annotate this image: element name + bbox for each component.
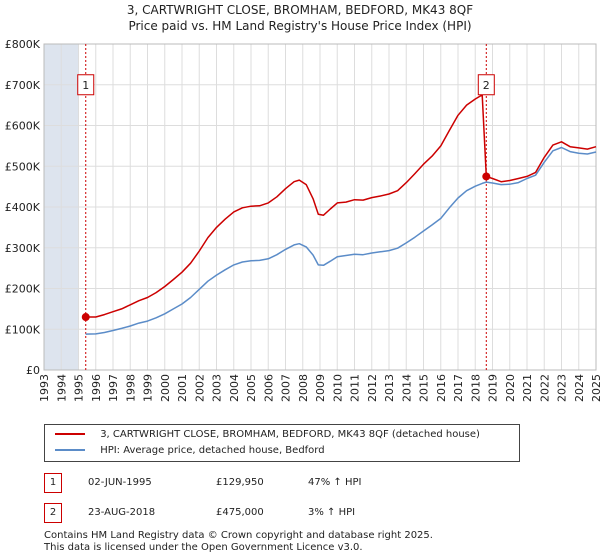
- chart-title-line1: 3, CARTWRIGHT CLOSE, BROMHAM, BEDFORD, M…: [126, 3, 474, 17]
- x-tick-label: 2013: [383, 374, 396, 402]
- chart-title-line2: Price paid vs. HM Land Registry's House …: [128, 19, 472, 33]
- sale-date: 23-AUG-2018: [88, 507, 156, 518]
- x-tick-label: 1994: [55, 374, 68, 402]
- y-tick-label: £100K: [5, 323, 41, 336]
- x-tick-label: 2019: [487, 374, 500, 402]
- x-tick-label: 2022: [538, 374, 551, 402]
- sale-marker-box: [477, 74, 495, 96]
- x-tick-label: 2011: [349, 374, 362, 402]
- hpi-series-line: [85, 146, 597, 335]
- sale-point: [81, 313, 90, 322]
- sale-date: 02-JUN-1995: [88, 477, 152, 488]
- y-tick-label: £500K: [5, 160, 41, 173]
- x-tick-label: 2008: [297, 374, 310, 402]
- x-tick-label: 2024: [573, 374, 586, 402]
- x-tick-label: 2020: [504, 374, 517, 402]
- x-tick-label: 2004: [228, 374, 241, 402]
- x-tick-label: 2016: [435, 374, 448, 402]
- property-line-swatch: [55, 433, 85, 435]
- y-tick-label: £0: [26, 364, 40, 377]
- footer-copyright: Contains HM Land Registry data © Crown c…: [44, 530, 433, 541]
- sale-marker-box: [77, 74, 95, 96]
- x-tick-label: 2021: [521, 374, 534, 402]
- x-tick-label: 2000: [159, 374, 172, 402]
- sale-hpi-change: 47% ↑ HPI: [308, 477, 362, 488]
- y-tick-label: £700K: [5, 79, 41, 92]
- sale-marker-badge: 1: [44, 473, 62, 493]
- legend-item-property: 3, CARTWRIGHT CLOSE, BROMHAM, BEDFORD, M…: [55, 427, 480, 443]
- sale-marker-label: 1: [82, 79, 89, 92]
- sale-price: £129,950: [216, 477, 264, 488]
- x-tick-label: 1996: [90, 374, 103, 402]
- y-tick-label: £800K: [5, 38, 41, 51]
- hpi-line-swatch: [55, 449, 85, 451]
- legend-hpi-label: HPI: Average price, detached house, Bedf…: [100, 445, 325, 456]
- property-series-line: [85, 94, 597, 318]
- x-tick-label: 2025: [590, 374, 600, 402]
- footer: Contains HM Land Registry data © Crown c…: [44, 530, 584, 554]
- sale-point: [482, 172, 491, 181]
- x-tick-label: 2018: [469, 374, 482, 402]
- x-tick-label: 1995: [73, 374, 86, 402]
- sale-hpi-change: 3% ↑ HPI: [308, 507, 356, 518]
- y-tick-label: £200K: [5, 283, 41, 296]
- x-tick-label: 2007: [280, 374, 293, 402]
- x-tick-label: 2014: [400, 374, 413, 402]
- x-tick-label: 2005: [245, 374, 258, 402]
- legend-property-label: 3, CARTWRIGHT CLOSE, BROMHAM, BEDFORD, M…: [100, 429, 480, 440]
- y-tick-label: £300K: [5, 242, 41, 255]
- x-tick-label: 2001: [176, 374, 189, 402]
- price-chart: £0 £100K £200K £300K £400K £500K £600K £700K £80…: [5, 38, 600, 402]
- footer-licence: This data is licensed under the Open Gov…: [44, 542, 363, 553]
- x-tick-label: 2009: [314, 374, 327, 402]
- x-tick-label: 1993: [38, 374, 51, 402]
- legend: 3, CARTWRIGHT CLOSE, BROMHAM, BEDFORD, M…: [44, 424, 520, 462]
- x-tick-label: 2015: [418, 374, 431, 402]
- x-tick-label: 1998: [124, 374, 137, 402]
- x-tick-label: 2023: [556, 374, 569, 402]
- y-tick-label: £600K: [5, 120, 41, 133]
- x-tick-label: 2012: [366, 374, 379, 402]
- sale-marker-badge: 2: [44, 503, 62, 523]
- x-tick-label: 2003: [211, 374, 224, 402]
- legend-item-hpi: HPI: Average price, detached house, Bedf…: [55, 443, 325, 459]
- x-tick-label: 1999: [142, 374, 155, 402]
- x-tick-label: 2017: [452, 374, 465, 402]
- sale-price: £475,000: [216, 507, 264, 518]
- x-tick-label: 2010: [331, 374, 344, 402]
- x-tick-label: 1997: [107, 374, 120, 402]
- x-tick-label: 2002: [193, 374, 206, 402]
- y-tick-label: £400K: [5, 201, 41, 214]
- plot-border: [43, 43, 597, 371]
- sale-marker-label: 2: [483, 79, 490, 92]
- x-tick-label: 2006: [262, 374, 275, 402]
